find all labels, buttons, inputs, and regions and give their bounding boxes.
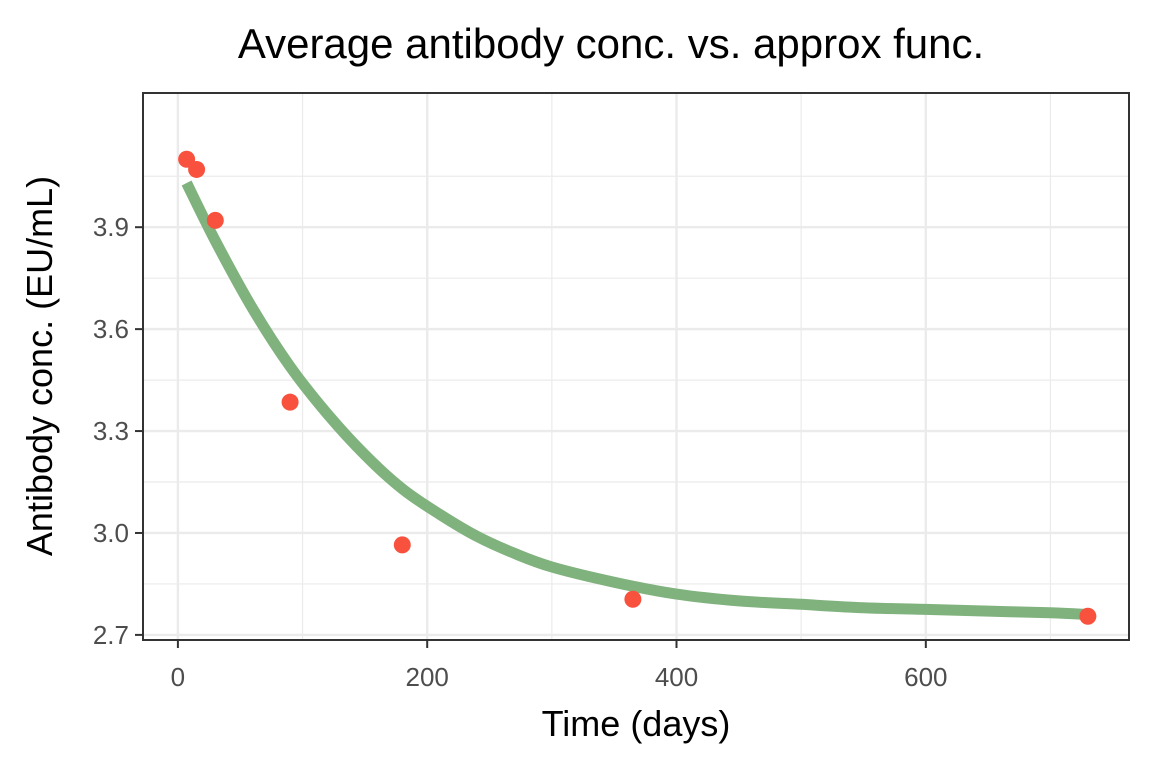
- y-axis-title: Antibody conc. (EU/mL): [19, 176, 60, 556]
- y-tick-label: 3.0: [93, 518, 129, 548]
- y-tick-label: 3.9: [93, 212, 129, 242]
- x-axis-title: Time (days): [542, 703, 731, 744]
- data-points: [178, 150, 1097, 625]
- grid-major: [143, 93, 1129, 640]
- x-tick-label: 400: [655, 662, 698, 692]
- plot-panel: [142, 92, 1130, 641]
- data-point: [1079, 607, 1097, 625]
- panel-background: [143, 93, 1129, 640]
- panel-border: [142, 92, 1130, 641]
- y-tick-label: 3.3: [93, 416, 129, 446]
- y-tick-label: 3.6: [93, 314, 129, 344]
- x-tick-label: 600: [904, 662, 947, 692]
- x-axis: 0 200 400 600: [171, 640, 948, 692]
- data-point: [281, 393, 299, 411]
- data-point: [393, 536, 411, 554]
- x-tick-label: 0: [171, 662, 185, 692]
- chart-title: Average antibody conc. vs. approx func.: [238, 20, 984, 67]
- data-point: [624, 590, 642, 608]
- y-tick-label: 2.7: [93, 620, 129, 650]
- x-tick-label: 200: [406, 662, 449, 692]
- data-point: [206, 211, 224, 229]
- fit-curve: [181, 180, 1089, 620]
- grid-minor: [143, 93, 1129, 640]
- y-axis: 2.7 3.0 3.3 3.6 3.9: [93, 212, 143, 650]
- data-point: [188, 160, 206, 178]
